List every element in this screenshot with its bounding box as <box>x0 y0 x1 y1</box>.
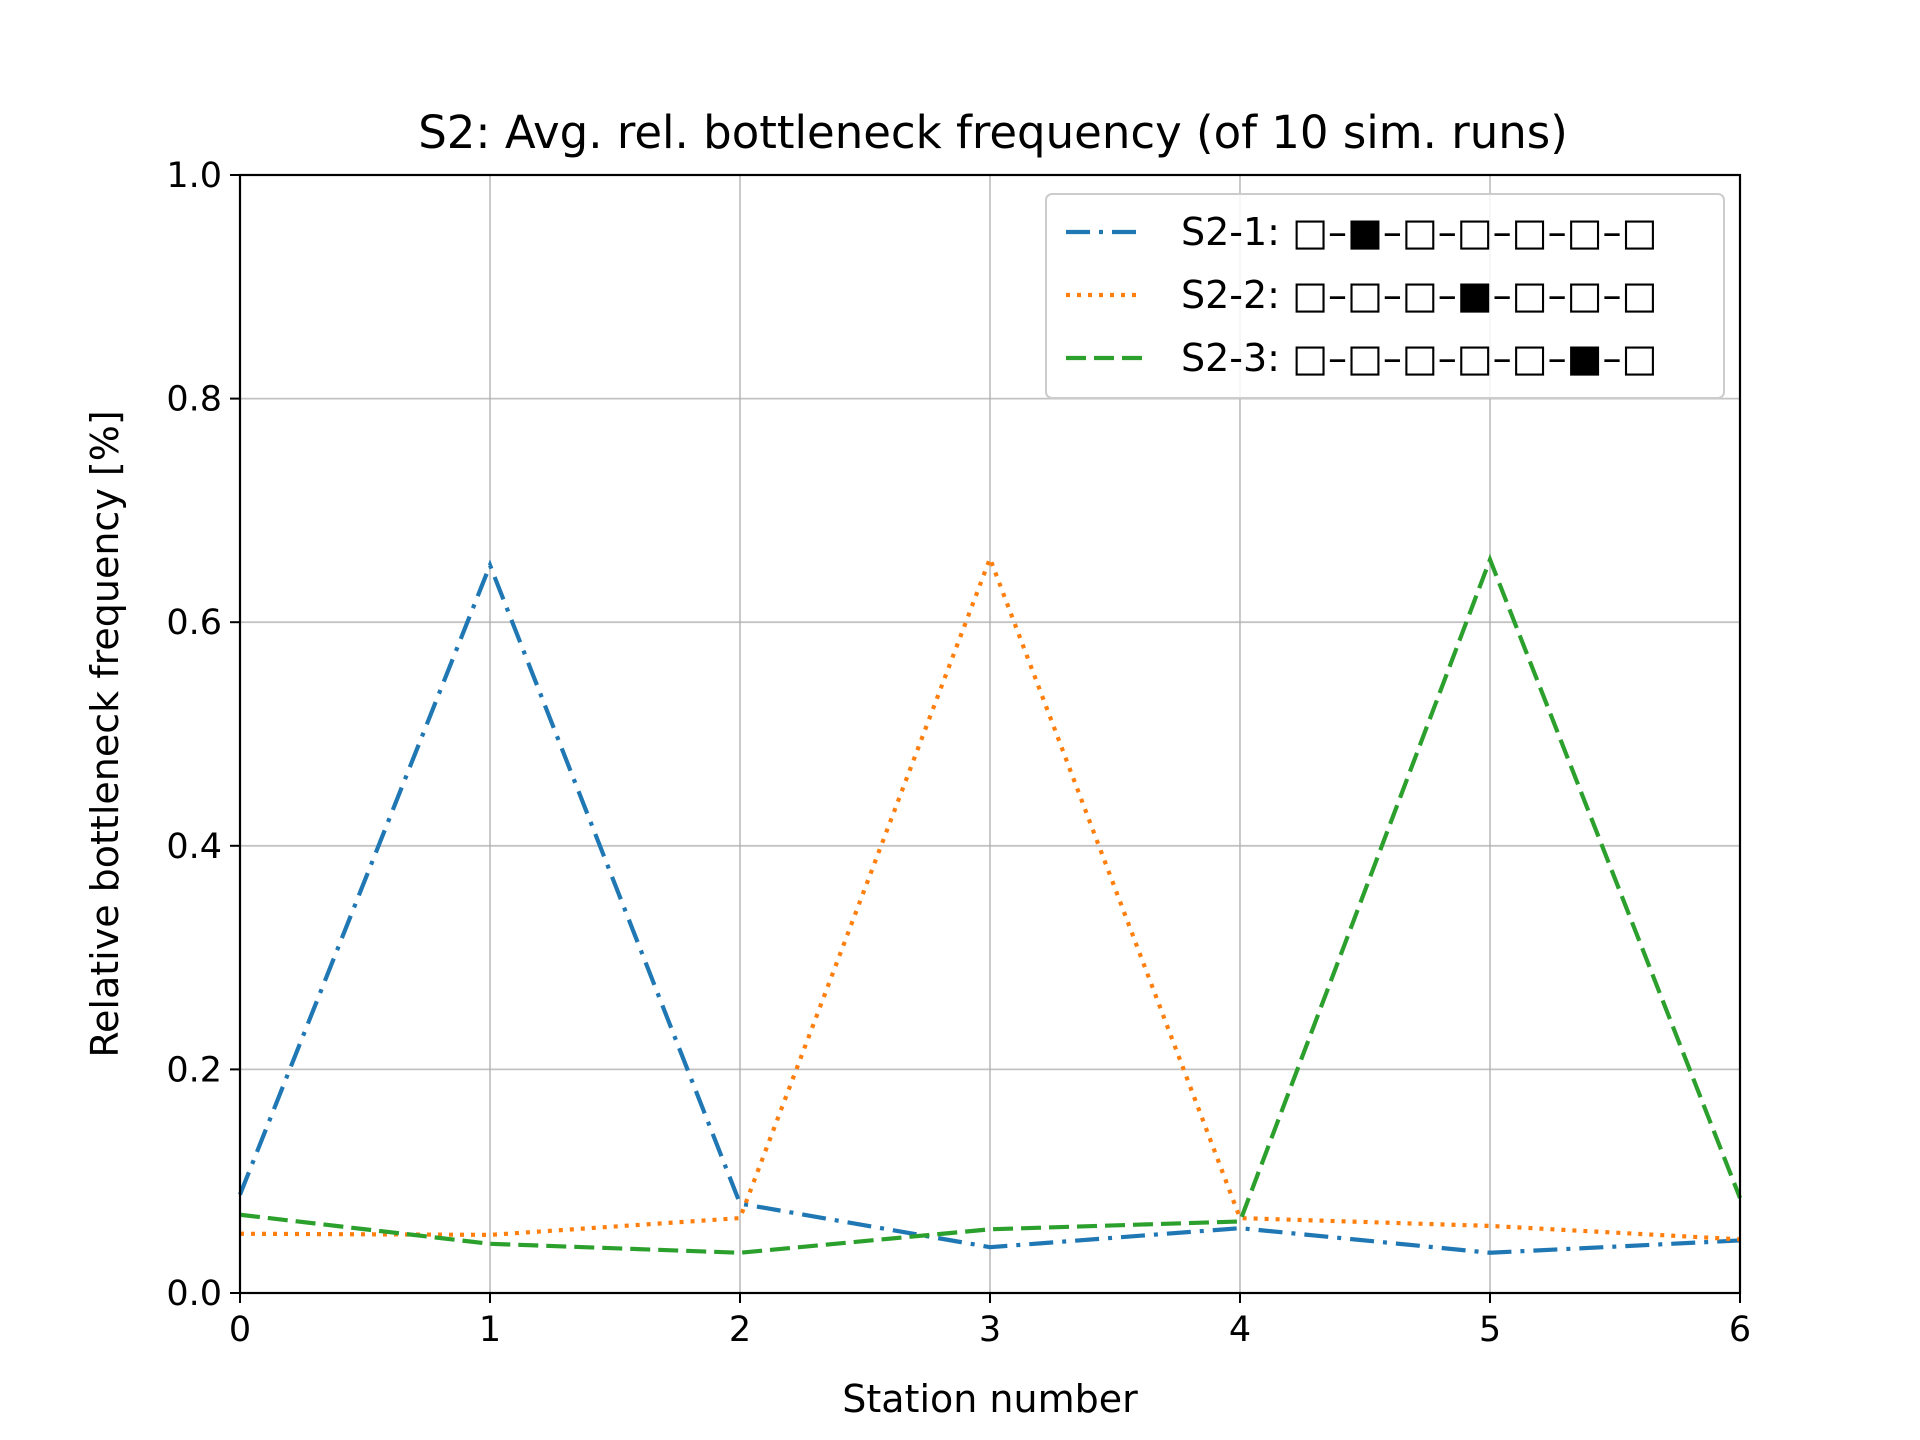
x-tick-label: 3 <box>979 1310 1001 1350</box>
y-tick-label: 0.6 <box>166 603 222 643</box>
legend-label-2: S2-2: □–□–□–■–□–□–□ <box>1181 273 1657 317</box>
x-tick-label: 2 <box>729 1310 751 1350</box>
x-tick-label: 4 <box>1229 1310 1251 1350</box>
x-tick-label: 0 <box>229 1310 251 1350</box>
legend-label-3: S2-3: □–□–□–□–□–■–□ <box>1181 336 1657 380</box>
series-layer <box>238 552 1742 1255</box>
axis-ticks: 0 1 2 3 4 5 6 0.0 0.2 0.4 0.6 0.8 1.0 <box>166 156 1751 1350</box>
x-tick-label: 5 <box>1479 1310 1501 1350</box>
series-line-1 <box>238 559 1741 1255</box>
series-line-3 <box>239 553 1742 1255</box>
x-tick-label: 6 <box>1729 1310 1751 1350</box>
legend: S2-1: □–■–□–□–□–□–□ S2-2: □–□–□–■–□–□–□ S2… <box>1045 193 1725 399</box>
x-axis-label: Station number <box>842 1377 1138 1421</box>
chart-title: S2: Avg. rel. bottleneck frequency (of 1… <box>418 106 1568 159</box>
y-axis-label: Relative bottleneck frequency [%] <box>83 410 127 1057</box>
y-tick-label: 0.4 <box>166 827 222 867</box>
y-tick-label: 1.0 <box>166 156 222 196</box>
y-tick-label: 0.0 <box>166 1274 222 1314</box>
legend-label-1: S2-1: □–■–□–□–□–□–□ <box>1181 210 1657 254</box>
x-tick-label: 1 <box>479 1310 501 1350</box>
y-tick-label: 0.8 <box>166 380 222 420</box>
legend-box <box>1045 193 1725 399</box>
y-tick-label: 0.2 <box>166 1050 222 1090</box>
